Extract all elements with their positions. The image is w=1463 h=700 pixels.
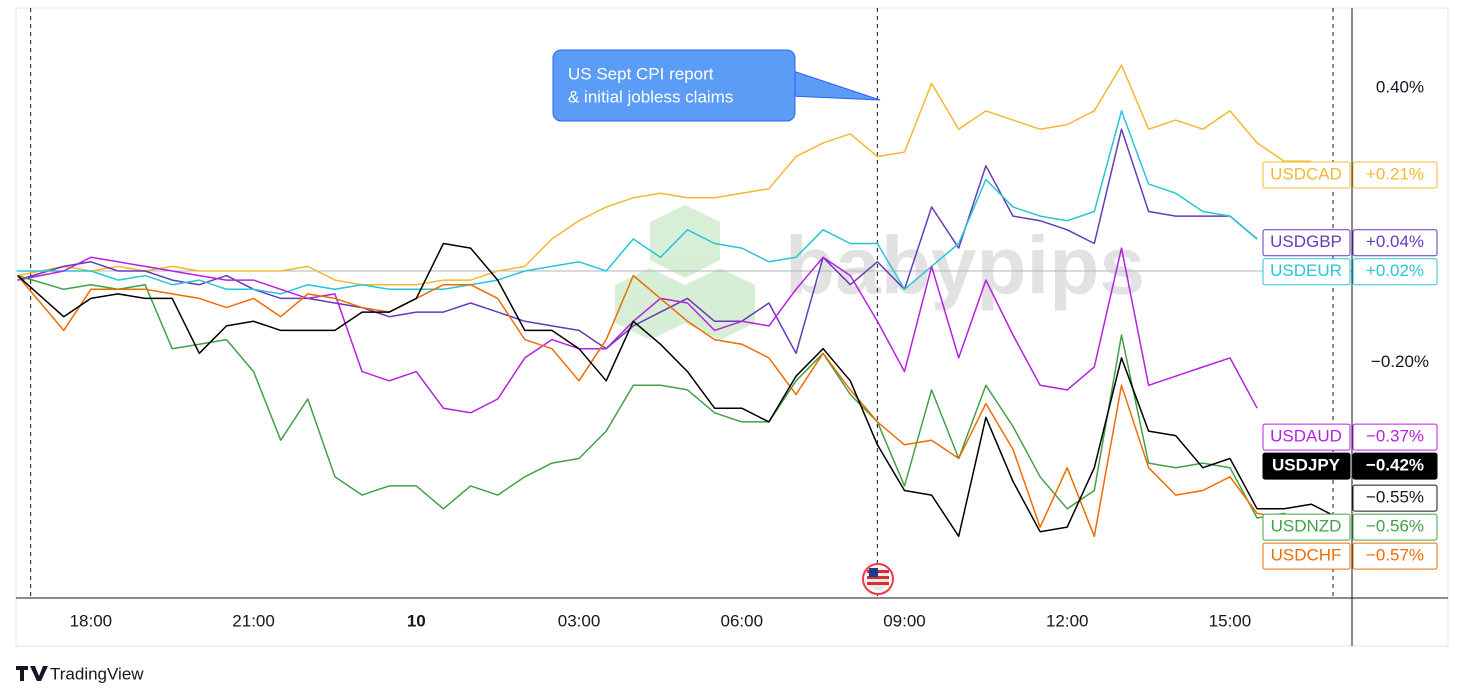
watermark: babypips xyxy=(785,221,1145,312)
series-line xyxy=(17,64,1312,286)
value-box xyxy=(1352,513,1438,541)
annotation-text: US Sept CPI report xyxy=(568,64,714,83)
value-box xyxy=(1352,258,1438,286)
value-label: −0.56% xyxy=(1366,517,1424,536)
x-tick-label: 03:00 xyxy=(558,611,601,630)
legend-box xyxy=(1262,161,1351,189)
value-box xyxy=(1352,423,1438,451)
x-tick-label: 21:00 xyxy=(232,611,275,630)
value-box xyxy=(1352,229,1438,257)
annotation: US Sept CPI report & initial jobless cla… xyxy=(552,49,881,122)
annotation-box xyxy=(552,49,796,122)
value-label: +0.21% xyxy=(1366,164,1424,183)
event-flag xyxy=(862,563,894,595)
x-tick-label: 09:00 xyxy=(883,611,926,630)
x-tick-label: 10 xyxy=(407,611,426,630)
y-tick-label: −0.20% xyxy=(1371,352,1429,371)
value-label: −0.42% xyxy=(1366,456,1424,475)
footer-logo xyxy=(16,666,48,681)
series-line xyxy=(17,128,1258,355)
legend-box xyxy=(1262,542,1351,570)
last-price-box xyxy=(1352,484,1438,512)
value-label: +0.04% xyxy=(1366,232,1424,251)
x-tick-label: 06:00 xyxy=(720,611,763,630)
value-label: −0.37% xyxy=(1366,427,1424,446)
value-box xyxy=(1352,452,1438,480)
y-tick-label: 0.40% xyxy=(1376,78,1424,97)
legend-box xyxy=(1262,229,1351,257)
legend-label: USDCAD xyxy=(1270,164,1342,183)
legend-box xyxy=(1262,258,1351,286)
series-line xyxy=(17,274,1339,538)
legend-label: USDGBP xyxy=(1270,232,1342,251)
legend-label: USDNZD xyxy=(1271,517,1342,536)
series-line xyxy=(17,247,1258,414)
value-box xyxy=(1352,542,1438,570)
value-box xyxy=(1352,161,1438,189)
value-label: +0.02% xyxy=(1366,261,1424,280)
legend-label: USDCHF xyxy=(1271,546,1342,565)
x-tick-label: 18:00 xyxy=(70,611,113,630)
series-line xyxy=(17,274,1339,538)
series-line xyxy=(17,110,1258,295)
legend-box xyxy=(1262,513,1351,541)
x-tick-label: 15:00 xyxy=(1209,611,1252,630)
legend-label: USDJPY xyxy=(1272,456,1341,475)
legend-label: USDEUR xyxy=(1270,261,1342,280)
last-price-label: −0.55% xyxy=(1366,488,1424,507)
legend-box xyxy=(1262,452,1351,480)
x-tick-label: 12:00 xyxy=(1046,611,1089,630)
series-line xyxy=(17,242,1339,538)
legend-box xyxy=(1262,423,1351,451)
annotation-text: & initial jobless claims xyxy=(568,87,733,106)
footer-text: TradingView xyxy=(50,664,144,683)
legend-label: USDAUD xyxy=(1270,427,1342,446)
value-label: −0.57% xyxy=(1366,546,1424,565)
